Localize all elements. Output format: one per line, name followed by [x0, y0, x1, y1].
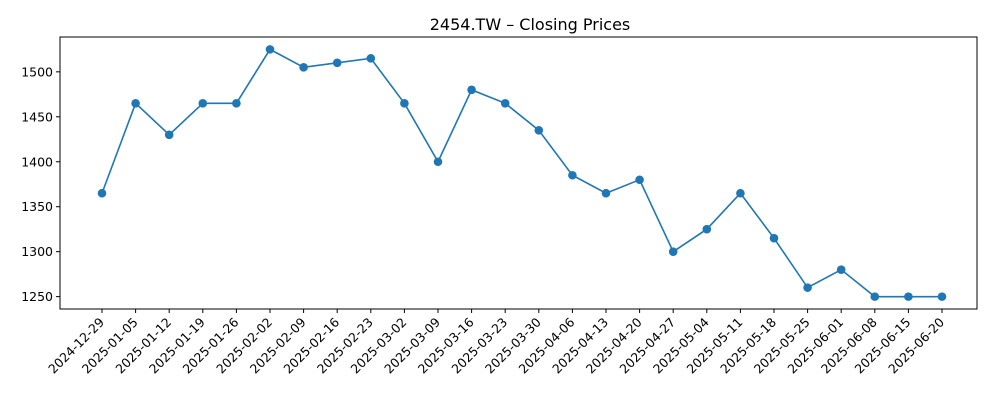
data-point: [803, 283, 812, 292]
y-tick-label: 1300: [21, 244, 53, 259]
series-line: [101, 48, 942, 298]
plot-series: [97, 45, 947, 301]
data-point: [332, 58, 342, 68]
data-point: [870, 292, 880, 301]
data-point: [198, 99, 208, 108]
data-point: [400, 99, 409, 108]
y-axis: 1250 1300 1350 1400 1450 1500: [21, 64, 60, 304]
data-point: [635, 175, 644, 185]
x-axis: 2024-12-292025-01-052025-01-122025-01-19…: [45, 309, 947, 376]
y-tick-label: 1450: [21, 109, 53, 124]
y-tick-label: 1350: [21, 199, 53, 214]
data-point: [836, 265, 846, 274]
data-point: [769, 233, 779, 243]
data-point: [232, 99, 241, 108]
data-point: [668, 247, 678, 256]
data-point: [164, 130, 174, 140]
data-point: [433, 157, 443, 167]
data-point: [534, 125, 544, 135]
data-point: [500, 99, 510, 108]
y-tick-label: 1400: [21, 154, 53, 169]
data-point: [601, 188, 611, 198]
data-point: [97, 188, 107, 198]
data-point: [467, 85, 476, 95]
data-point: [299, 63, 308, 72]
plot-frame: [59, 36, 978, 310]
data-point: [736, 188, 745, 198]
data-point: [366, 54, 376, 63]
data-point: [265, 45, 275, 54]
data-point: [904, 292, 913, 301]
data-point: [568, 170, 577, 180]
data-point: [702, 224, 712, 234]
y-tick-label: 1250: [21, 289, 53, 304]
data-point: [131, 99, 140, 108]
chart-title: 2454.TW – Closing Prices: [430, 15, 631, 34]
data-point: [937, 292, 947, 301]
y-tick-label: 1500: [21, 64, 53, 79]
